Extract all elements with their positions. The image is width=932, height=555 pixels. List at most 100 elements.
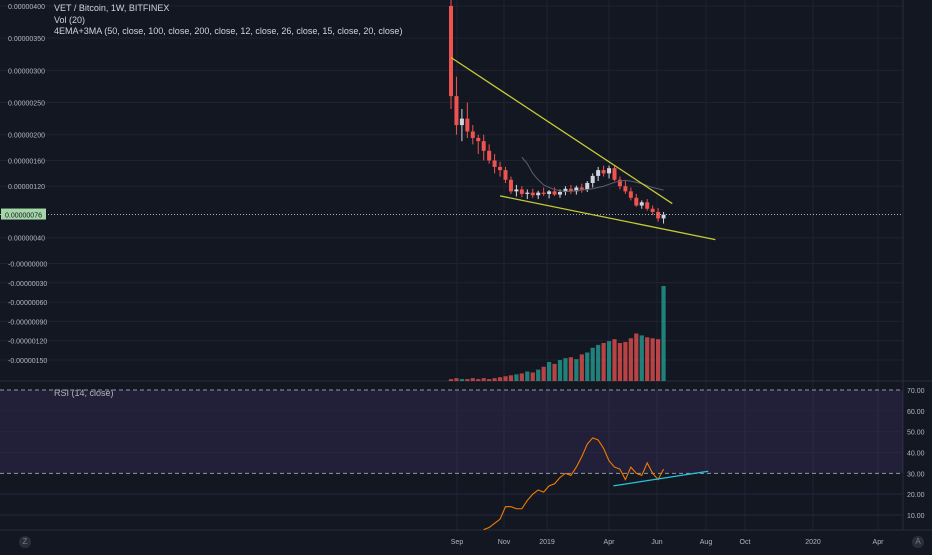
candle-body [563, 188, 568, 193]
volume-bar [530, 372, 535, 381]
candle-body [449, 6, 453, 97]
volume-bar [536, 369, 541, 381]
volume-bar [656, 339, 661, 381]
candle-body [590, 175, 595, 183]
candle-body [498, 166, 503, 171]
rsi-tick-label: 30.00 [907, 471, 925, 478]
candle-body [536, 192, 541, 196]
volume-bar [481, 378, 486, 381]
candle-body [530, 192, 535, 196]
volume-bar [541, 366, 546, 381]
volume-bar [574, 359, 579, 381]
volume-bar [623, 342, 628, 381]
logo-icon[interactable]: Z [19, 536, 31, 548]
volume-bar [552, 363, 557, 381]
rsi-trendline [613, 470, 709, 487]
volume-bar [497, 377, 503, 381]
auto-scale-button[interactable]: A [912, 536, 924, 548]
volume-bar [661, 286, 666, 381]
volume-bar [470, 378, 475, 381]
price-tick-label: -0.00000090 [8, 319, 47, 326]
price-tick-label: -0.00000150 [8, 358, 47, 365]
volume-bar [519, 373, 524, 381]
volume-indicator-label[interactable]: Vol (20) [54, 14, 86, 25]
volume-bar [639, 335, 644, 381]
candle-body [639, 202, 644, 206]
candle-body [454, 96, 459, 126]
candle-body [503, 170, 508, 180]
time-tick-label: Jun [651, 539, 662, 546]
candle-body [574, 187, 579, 192]
time-tick-label: Nov [498, 539, 511, 546]
wedge-trendline [450, 56, 673, 205]
price-tick-label: -0.00000030 [8, 281, 47, 288]
candle-body [568, 188, 573, 192]
volume-bar [650, 338, 655, 381]
volume-bar [454, 378, 459, 381]
moving-average-line [521, 156, 664, 192]
volume-bar [590, 347, 595, 381]
candle-body [508, 179, 513, 192]
candle-body [514, 189, 519, 192]
volume-bar [645, 337, 650, 381]
volume-bar [448, 379, 454, 381]
volume-bar [596, 344, 601, 381]
candle-body [525, 192, 530, 194]
volume-bar [601, 343, 606, 381]
ma-indicator-label[interactable]: 4EMA+3MA (50, close, 100, close, 200, cl… [54, 26, 403, 36]
current-price-tag [1, 208, 46, 220]
candle-body [623, 186, 628, 192]
rsi-tick-label: 60.00 [907, 409, 925, 416]
price-tick-label: 0.00000250 [8, 101, 45, 108]
rsi-tick-label: 40.00 [907, 451, 925, 458]
volume-bar [492, 378, 497, 381]
rsi-tick-label: 50.00 [907, 430, 925, 437]
rsi-tick-label: 70.00 [907, 388, 925, 395]
volume-bar [459, 379, 464, 381]
volume-bar [503, 376, 508, 381]
volume-bar [563, 358, 568, 381]
price-tick-label: 0.00000040 [8, 236, 45, 243]
price-tick-label: -0.00000000 [8, 261, 47, 268]
volume-bar [525, 371, 530, 381]
current-price-label: 0.00000076 [5, 213, 42, 220]
candle-body [585, 183, 590, 190]
candle-body [601, 170, 606, 174]
candle-body [607, 168, 612, 174]
volume-bar [547, 362, 552, 381]
candle-body [645, 202, 650, 209]
volume-bar [508, 375, 514, 381]
rsi-indicator-label[interactable]: RSI (14, close) [54, 388, 114, 398]
volume-bar [634, 333, 639, 381]
price-tick-label: 0.00000120 [8, 184, 45, 191]
time-tick-label: Apr [873, 539, 885, 546]
candle-body [476, 137, 481, 142]
price-tick-label: -0.00000060 [8, 300, 47, 307]
time-tick-label: 2020 [805, 539, 821, 546]
candle-body [487, 150, 492, 161]
volume-bar [465, 379, 470, 381]
candle-body [579, 187, 584, 190]
candle-body [634, 197, 639, 206]
volume-bar [628, 338, 633, 381]
volume-bar [606, 341, 612, 381]
volume-bar [617, 343, 623, 381]
candle-body [459, 118, 464, 126]
time-tick-label: Sep [451, 539, 464, 546]
candle-body [661, 214, 666, 219]
symbol-title[interactable]: VET / Bitcoin, 1W, BITFINEX [54, 3, 170, 13]
wedge-trendline [499, 195, 716, 241]
rsi-line [483, 437, 665, 531]
time-tick-label: 2019 [539, 539, 555, 546]
chart-legend: VET / Bitcoin, 1W, BITFINEX Vol (20) 4EM… [54, 3, 402, 38]
time-tick-label: Apr [604, 539, 616, 546]
rsi-tick-label: 20.00 [907, 492, 925, 499]
price-tick-label: 0.00000200 [8, 133, 45, 140]
volume-bar [557, 360, 563, 381]
candle-body [465, 118, 470, 132]
price-tick-label: -0.00000120 [8, 339, 47, 346]
volume-bar [568, 357, 573, 381]
candle-body [547, 191, 552, 194]
